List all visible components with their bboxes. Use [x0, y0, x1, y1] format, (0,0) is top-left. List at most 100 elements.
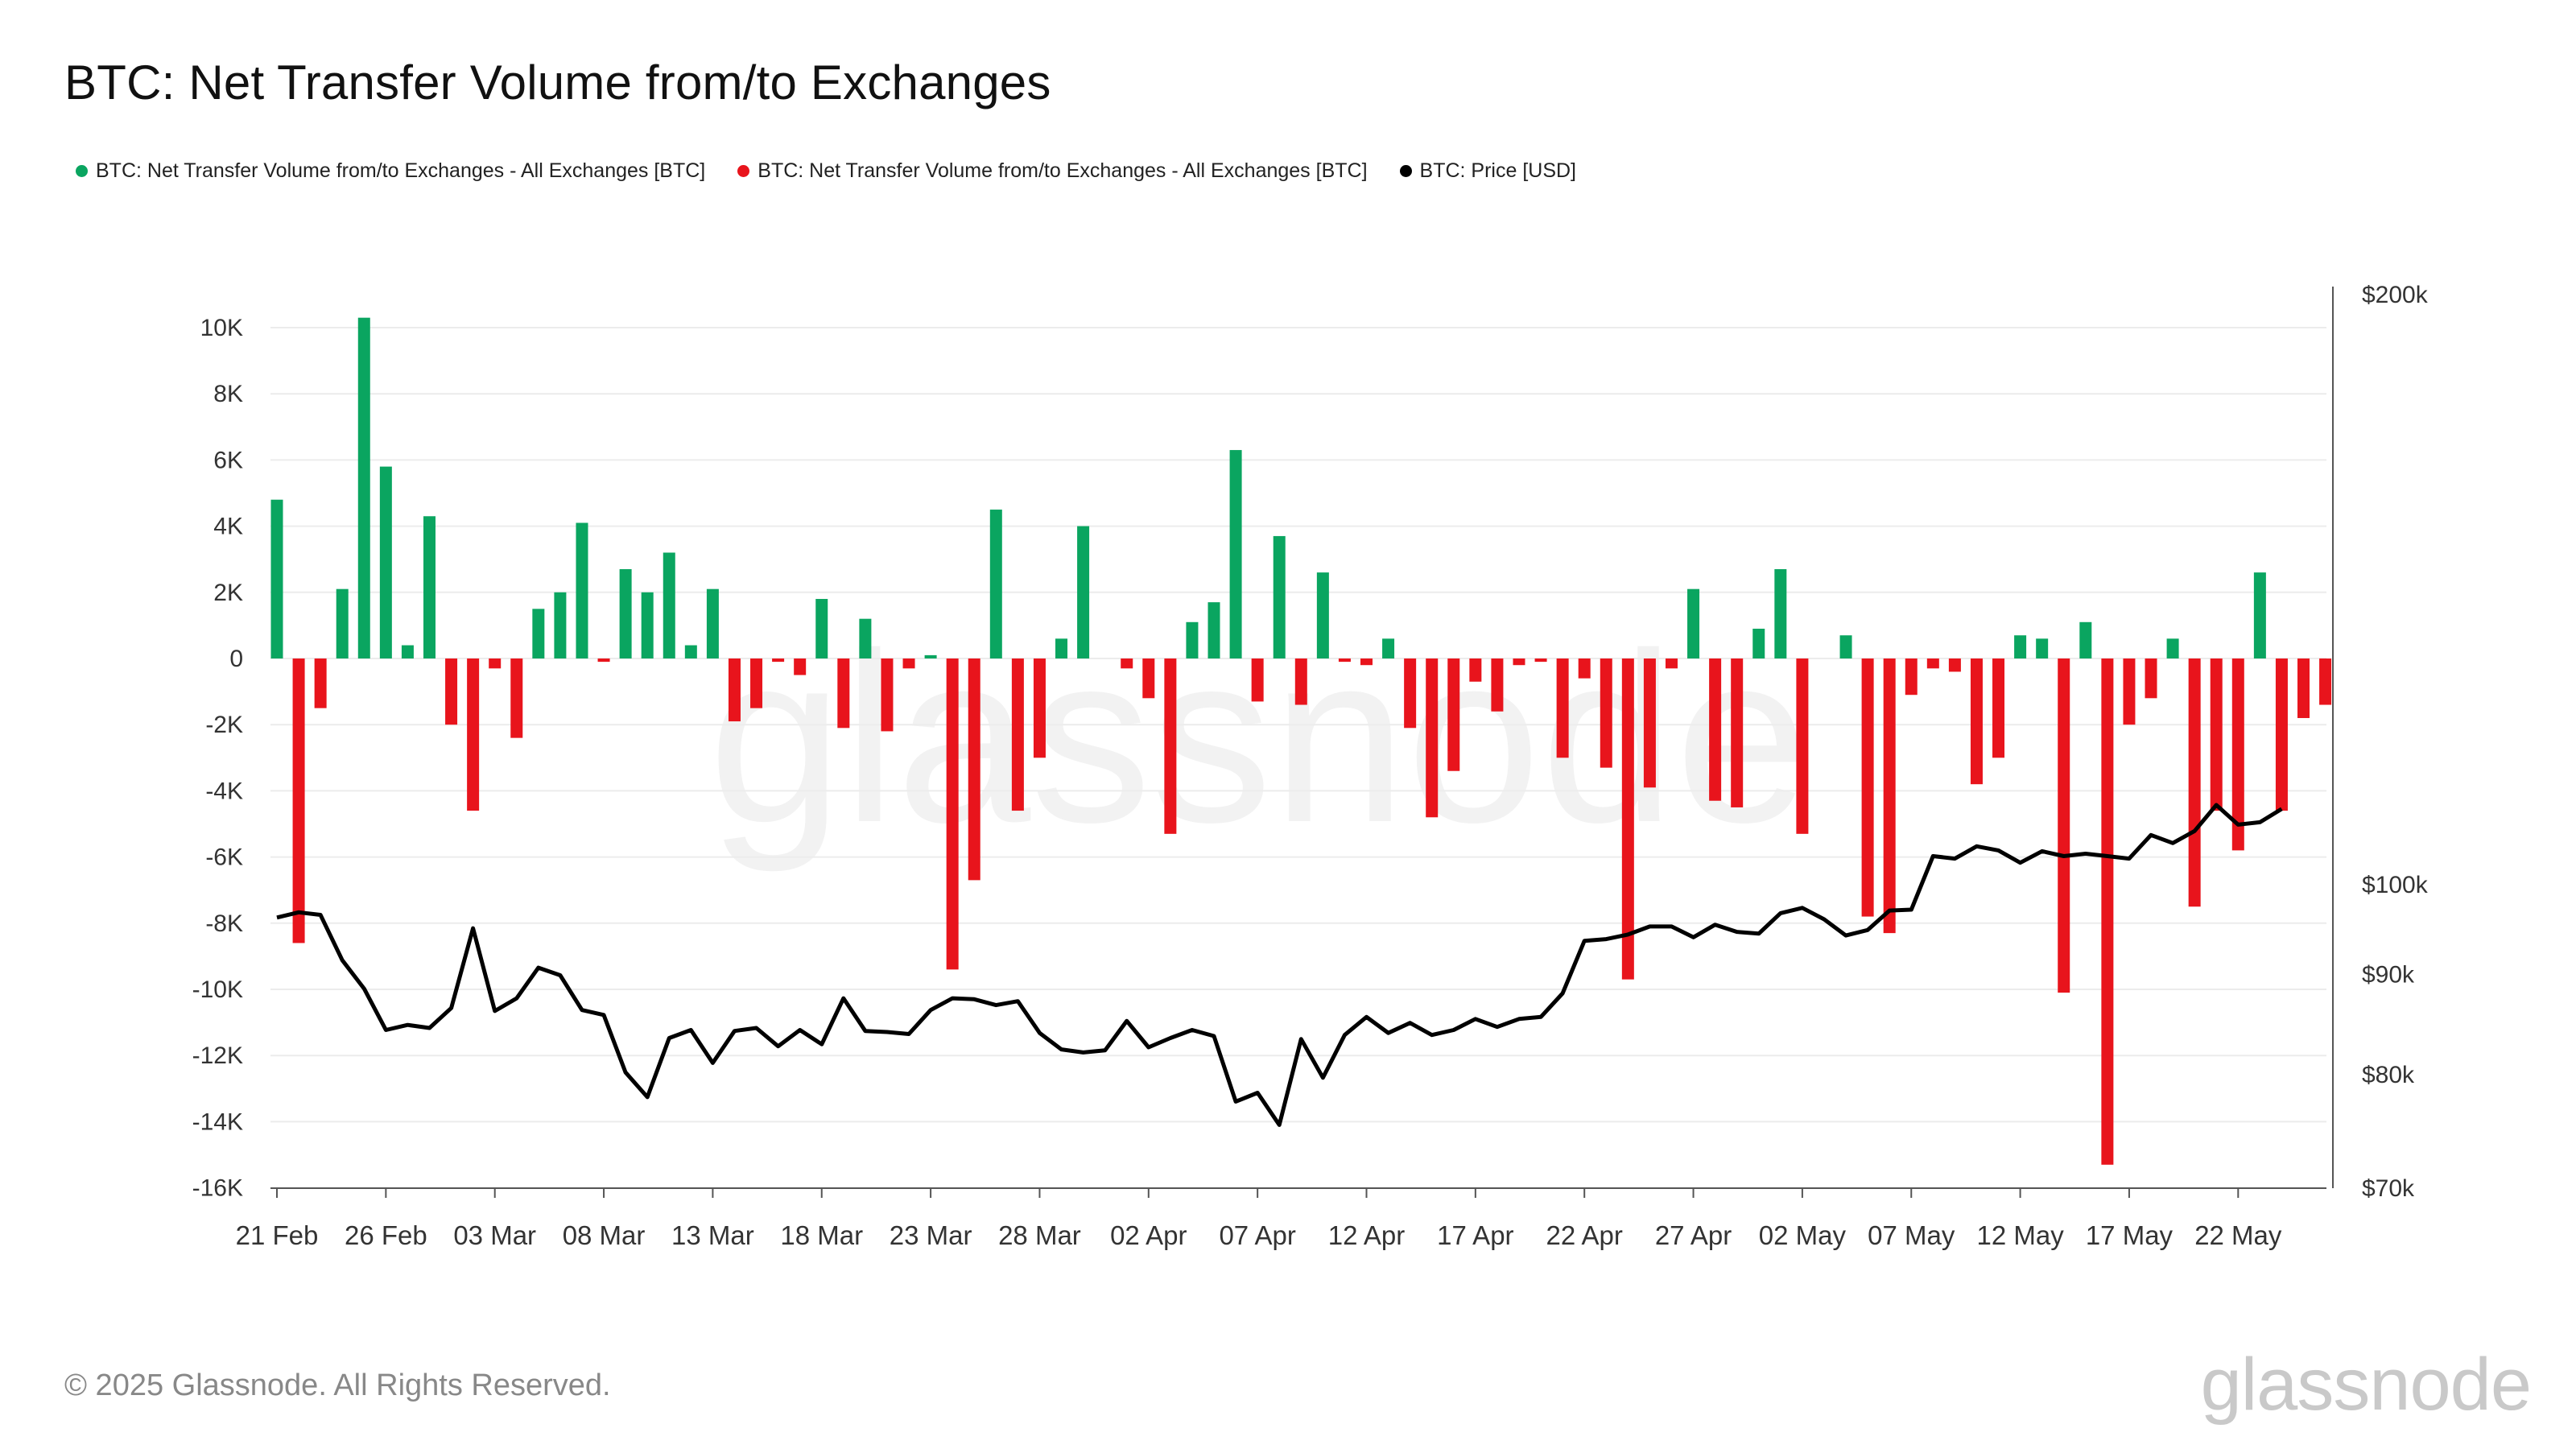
- x-axis-tick-label: 12 Apr: [1328, 1220, 1405, 1250]
- bar: [1687, 588, 1700, 658]
- x-axis-tick-label: 17 May: [2086, 1220, 2174, 1250]
- x-axis-tick-label: 02 Apr: [1110, 1220, 1187, 1250]
- bar: [859, 618, 872, 658]
- x-axis-tick-label: 03 Mar: [453, 1220, 536, 1250]
- bar: [924, 654, 937, 658]
- bar: [401, 645, 414, 658]
- bar: [2101, 658, 2114, 1165]
- x-axis-ticks: 21 Feb 26 Feb 03 Mar 08 Mar 13 Mar 18 Mar 23 M…: [236, 1188, 2282, 1250]
- bar: [1273, 535, 1286, 658]
- bar: [2297, 658, 2310, 718]
- bar: [881, 658, 894, 732]
- bar: [1665, 658, 1678, 669]
- bars: [270, 317, 2332, 1165]
- left-axis-tick-label: -14K: [192, 1108, 243, 1135]
- left-axis-tick-label: -2K: [205, 712, 243, 738]
- bar: [1643, 658, 1656, 788]
- x-axis-tick-label: 13 Mar: [671, 1220, 754, 1250]
- bar: [989, 510, 1002, 658]
- left-axis-tick-label: 8K: [213, 381, 243, 407]
- bar: [1426, 658, 1439, 818]
- bar: [2275, 658, 2288, 811]
- bar: [489, 658, 502, 669]
- bar: [467, 658, 480, 811]
- bar: [663, 552, 675, 658]
- bar: [1774, 569, 1787, 658]
- bar: [750, 658, 763, 708]
- bar: [2079, 621, 2092, 658]
- x-axis-tick-label: 07 May: [1868, 1220, 1955, 1250]
- right-axis-tick-label: $70k: [2362, 1175, 2415, 1202]
- bar: [292, 658, 305, 943]
- right-axis-tick-label: $200k: [2362, 282, 2429, 308]
- bar: [1731, 658, 1744, 807]
- bar: [968, 658, 980, 881]
- bar: [1121, 658, 1133, 669]
- right-axis-ticks: $200k $100k $90k $80k $70k: [2362, 282, 2429, 1202]
- bar: [1186, 621, 1199, 658]
- bar: [1469, 658, 1482, 682]
- x-axis-tick-label: 26 Feb: [345, 1220, 427, 1250]
- x-axis-tick-label: 17 Apr: [1437, 1220, 1513, 1250]
- glassnode-logo: glassnode: [2200, 1344, 2532, 1426]
- left-axis-tick-label: 4K: [213, 514, 243, 540]
- left-axis-ticks: 10K 8K 6K 4K 2K 0 -2K -4K -6K -8K -10K -12K -14K -16K: [192, 315, 243, 1202]
- copyright-footer: © 2025 Glassnode. All Rights Reserved.: [64, 1368, 611, 1402]
- bar: [2210, 658, 2223, 811]
- left-axis-tick-label: -12K: [192, 1042, 243, 1069]
- bar: [2145, 658, 2157, 699]
- bar: [445, 658, 458, 725]
- legend-label-price: BTC: Price [USD]: [1419, 159, 1577, 182]
- left-axis-tick-label: -8K: [205, 910, 243, 937]
- bar: [619, 569, 632, 658]
- x-axis-tick-label: 18 Mar: [780, 1220, 863, 1250]
- bar: [1861, 658, 1874, 917]
- bar: [1251, 658, 1264, 702]
- bar: [1948, 658, 1961, 672]
- bar: [1513, 658, 1525, 666]
- bar: [815, 599, 828, 658]
- bar: [684, 645, 697, 658]
- bar: [641, 592, 654, 658]
- x-axis-tick-label: 23 Mar: [890, 1220, 972, 1250]
- bar: [1360, 658, 1373, 666]
- left-axis-tick-label: 10K: [200, 315, 243, 341]
- bar: [1142, 658, 1155, 699]
- bar: [2058, 658, 2070, 993]
- bar: [576, 522, 588, 658]
- x-axis-tick-label: 12 May: [1976, 1220, 2064, 1250]
- bar: [2231, 658, 2244, 851]
- bar: [1382, 638, 1395, 658]
- bar: [1229, 450, 1242, 658]
- bar: [336, 588, 349, 658]
- bar: [2253, 572, 2266, 658]
- bar: [2123, 658, 2136, 725]
- axes: [270, 287, 2334, 1189]
- bar: [314, 658, 327, 708]
- bar: [1905, 658, 1918, 696]
- bar: [946, 658, 959, 970]
- bar: [1534, 658, 1547, 663]
- legend-item-price[interactable]: BTC: Price [USD]: [1399, 159, 1577, 183]
- bar: [1033, 658, 1046, 758]
- bar: [1578, 658, 1591, 679]
- bar: [1970, 658, 1983, 785]
- bar: [1709, 658, 1722, 801]
- bar: [1621, 658, 1634, 980]
- x-axis-tick-label: 07 Apr: [1219, 1220, 1295, 1250]
- legend-item-inflow[interactable]: BTC: Net Transfer Volume from/to Exchang…: [76, 159, 705, 183]
- right-axis-tick-label: $100k: [2362, 872, 2429, 898]
- price-line: [276, 803, 2283, 1127]
- x-axis-tick-label: 27 Apr: [1655, 1220, 1732, 1250]
- legend-item-outflow[interactable]: BTC: Net Transfer Volume from/to Exchang…: [737, 159, 1368, 183]
- bar: [794, 658, 807, 675]
- bar: [2014, 635, 2027, 658]
- bar: [1752, 629, 1765, 658]
- bar: [510, 658, 523, 738]
- bar: [270, 499, 283, 658]
- x-axis-tick-label: 02 May: [1759, 1220, 1847, 1250]
- bar: [1055, 638, 1068, 658]
- bar: [728, 658, 741, 722]
- left-axis-tick-label: -10K: [192, 976, 243, 1003]
